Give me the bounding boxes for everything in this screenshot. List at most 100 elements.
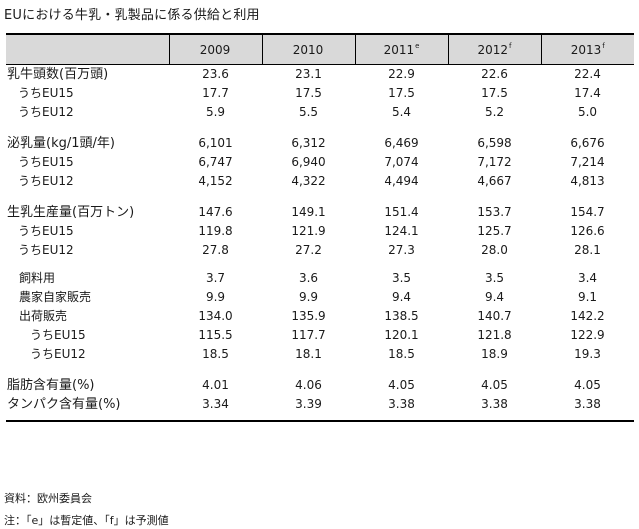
year-mark: f (509, 42, 512, 50)
value-cell: 153.7 (477, 205, 512, 219)
value-cell: 9.1 (577, 290, 598, 304)
row-label: 脂肪含有量(%) (7, 378, 95, 393)
value-cell: 3.5 (391, 271, 412, 285)
value-cell: 4.05 (481, 378, 508, 392)
value-cell: 122.9 (570, 328, 605, 342)
row-label: 泌乳量(kg/1頭/年) (7, 136, 115, 151)
value-cell: 5.9 (205, 105, 226, 119)
table-row: うちEU15 6,747 6,940 7,074 7,172 7,214 (6, 153, 634, 172)
value-cell: 17.5 (481, 86, 508, 100)
spacer-cell (541, 122, 634, 134)
value-cell: 142.2 (570, 309, 605, 323)
spacer-cell (6, 122, 169, 134)
value-cell: 5.5 (298, 105, 319, 119)
value-cell: 3.38 (355, 395, 448, 422)
year-mark: e (415, 42, 420, 50)
table-row: うちEU15 17.7 17.5 17.5 17.5 17.4 (6, 84, 634, 103)
spacer-cell (541, 364, 634, 376)
year-header: 2013f (540, 33, 634, 65)
value-cell: 17.5 (295, 86, 322, 100)
value-cell: 23.6 (202, 67, 229, 81)
value-cell: 18.5 (388, 347, 415, 361)
value-cell: 18.1 (295, 347, 322, 361)
table-row: 泌乳量(kg/1頭/年) 6,101 6,312 6,469 6,598 6,676 (6, 134, 634, 153)
value-cell: 121.8 (477, 328, 512, 342)
spacer-cell (262, 260, 355, 269)
table-title: EUにおける牛乳・乳製品に係る供給と利用 (4, 8, 260, 23)
value-cell: 140.7 (477, 309, 512, 323)
supply-use-table: 2009 2010 2011e 2012f 2013f 乳牛頭数(百万頭) 23.… (6, 33, 634, 422)
value-cell: 17.7 (202, 86, 229, 100)
table-row: タンパク含有量(%) 3.34 3.39 3.38 3.38 3.38 (6, 395, 634, 422)
value-cell: 3.6 (298, 271, 319, 285)
spacer-cell (169, 191, 262, 203)
spacer-cell (6, 191, 169, 203)
row-label: うちEU12 (18, 243, 74, 257)
value-cell: 3.4 (577, 271, 598, 285)
value-cell: 151.4 (384, 205, 419, 219)
value-cell: 117.7 (291, 328, 326, 342)
year-label: 2012 (477, 43, 509, 57)
value-cell: 115.5 (198, 328, 233, 342)
value-cell: 134.0 (198, 309, 233, 323)
value-cell: 149.1 (291, 205, 326, 219)
table-row: うちEU12 18.5 18.1 18.5 18.9 19.3 (6, 345, 634, 364)
spacer-cell (448, 260, 541, 269)
value-cell: 9.4 (484, 290, 505, 304)
value-cell: 154.7 (570, 205, 605, 219)
year-header: 2012f (447, 33, 541, 65)
value-cell: 5.2 (484, 105, 505, 119)
value-cell: 7,172 (477, 155, 512, 169)
value-cell: 3.38 (541, 395, 634, 422)
value-cell: 121.9 (291, 224, 326, 238)
value-cell: 5.0 (577, 105, 598, 119)
row-label: うちEU15 (30, 328, 86, 342)
row-label: うちEU15 (18, 155, 74, 169)
value-cell: 4,152 (198, 174, 233, 188)
source-note: 資料：欧州委員会 (4, 492, 92, 505)
row-label: 農家自家販売 (19, 290, 92, 304)
row-label: うちEU15 (18, 224, 74, 238)
value-cell: 7,214 (570, 155, 605, 169)
value-cell: 125.7 (477, 224, 512, 238)
spacer-cell (169, 364, 262, 376)
year-header: 2010 (261, 33, 355, 65)
year-label: 2009 (199, 43, 231, 57)
value-cell: 3.38 (448, 395, 541, 422)
value-cell: 3.39 (262, 395, 355, 422)
value-cell: 4,813 (570, 174, 605, 188)
value-cell: 6,747 (198, 155, 233, 169)
spacer-cell (169, 122, 262, 134)
value-cell: 27.3 (388, 243, 415, 257)
value-cell: 23.1 (295, 67, 322, 81)
table-row: 脂肪含有量(%) 4.01 4.06 4.05 4.05 4.05 (6, 376, 634, 395)
spacer-cell (541, 191, 634, 203)
table-row: 農家自家販売 9.9 9.9 9.4 9.4 9.1 (6, 288, 634, 307)
table-row: うちEU15 119.8 121.9 124.1 125.7 126.6 (6, 222, 634, 241)
value-cell: 27.2 (295, 243, 322, 257)
row-label: うちEU12 (30, 347, 86, 361)
spacer-cell (541, 260, 634, 269)
value-cell: 147.6 (198, 205, 233, 219)
header-label-cell (6, 33, 169, 65)
year-header: 2009 (168, 33, 262, 65)
value-cell: 4,322 (291, 174, 326, 188)
spacer-cell (6, 364, 169, 376)
value-cell: 9.9 (205, 290, 226, 304)
value-cell: 28.1 (574, 243, 601, 257)
value-cell: 6,598 (477, 136, 512, 150)
value-cell: 7,074 (384, 155, 419, 169)
row-label: うちEU12 (18, 105, 74, 119)
value-cell: 17.5 (388, 86, 415, 100)
table-row: 飼料用 3.7 3.6 3.5 3.5 3.4 (6, 269, 634, 288)
value-cell: 17.4 (574, 86, 601, 100)
row-label: 飼料用 (19, 271, 56, 285)
value-cell: 6,676 (570, 136, 605, 150)
spacer-row (6, 364, 634, 376)
value-cell: 3.7 (205, 271, 226, 285)
year-header: 2011e (354, 33, 448, 65)
row-label: 乳牛頭数(百万頭) (7, 67, 109, 82)
value-cell: 6,469 (384, 136, 419, 150)
spacer-cell (448, 191, 541, 203)
year-label: 2010 (292, 43, 324, 57)
